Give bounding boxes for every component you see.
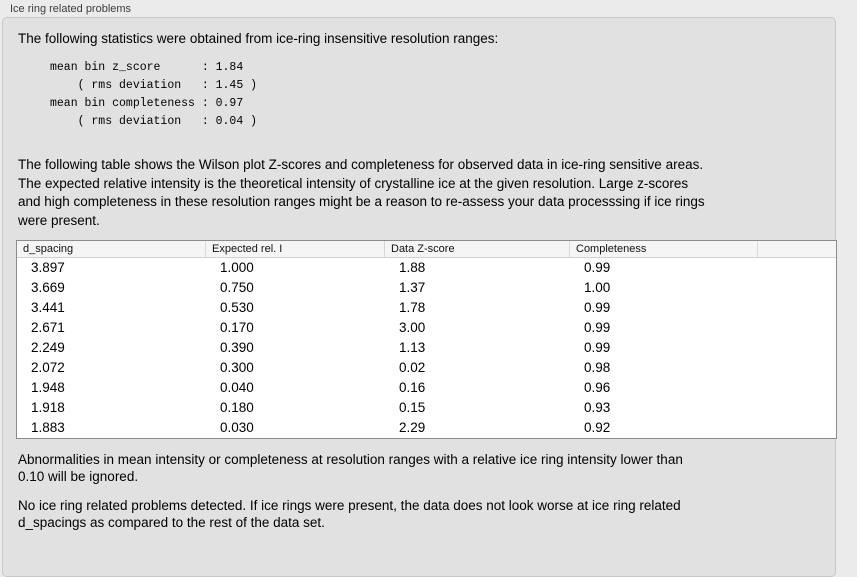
table-cell-filler [758,318,836,338]
table-cell: 0.180 [220,400,254,415]
table-cell: 0.02 [399,360,426,375]
table-cell: 0.300 [220,360,254,375]
table-row[interactable]: 2.671 0.170 3.00 0.99 [17,318,836,338]
table-cell: 3.441 [31,300,65,315]
table-cell: 3.669 [31,280,65,295]
table-cell: 0.390 [220,340,254,355]
table-cell-filler [758,398,836,418]
table-cell: 1.948 [31,380,65,395]
table-cell: 0.96 [584,380,611,395]
table-cell: 0.16 [399,380,426,395]
table-cell: 0.99 [584,260,611,275]
table-row[interactable]: 1.948 0.040 0.16 0.96 [17,378,836,398]
table-cell: 1.000 [220,260,254,275]
table-cell: 0.030 [220,420,254,435]
threshold-note: Abnormalities in mean intensity or compl… [18,452,683,484]
table-row[interactable]: 1.883 0.030 2.29 0.92 [17,418,836,438]
table-cell-filler [758,358,836,378]
column-header-completeness: Completeness [570,241,758,257]
column-header-data-z-score: Data Z-score [385,241,570,257]
table-cell: 0.93 [584,400,611,415]
table-cell: 0.99 [584,320,611,335]
table-cell: 0.98 [584,360,611,375]
table-row[interactable]: 1.918 0.180 0.15 0.93 [17,398,836,418]
table-cell: 1.37 [399,280,426,295]
table-cell-filler [758,258,836,278]
table-header: d_spacing Expected rel. I Data Z-score C… [17,241,836,258]
section-title: Ice ring related problems [10,3,132,15]
intro-text: The following statistics were obtained f… [18,31,499,46]
table-cell: 1.78 [399,300,426,315]
table-row[interactable]: 2.072 0.300 0.02 0.98 [17,358,836,378]
table-cell: 0.170 [220,320,254,335]
table-cell: 2.249 [31,340,65,355]
stats-block: mean bin z_score : 1.84 ( rms deviation … [50,61,258,128]
result-note: No ice ring related problems detected. I… [18,498,681,530]
column-header-filler [758,241,836,257]
table-cell: 1.13 [399,340,426,355]
table-row[interactable]: 3.669 0.750 1.37 1.00 [17,278,836,298]
table-cell: 1.883 [31,420,65,435]
table-cell: 0.530 [220,300,254,315]
ice-ring-table-body: 3.897 1.000 1.88 0.99 3.669 0.750 1.37 1.00 3.44… [17,258,836,438]
table-cell: 1.918 [31,400,65,415]
column-header-d-spacing: d_spacing [17,241,206,257]
table-description: The following table shows the Wilson plo… [18,157,705,228]
table-cell-filler [758,278,836,298]
table-cell-filler [758,418,836,438]
table-cell: 3.897 [31,260,65,275]
ice-ring-table: d_spacing Expected rel. I Data Z-score C… [16,240,837,439]
table-cell-filler [758,338,836,358]
table-cell: 0.040 [220,380,254,395]
table-cell: 1.00 [584,280,611,295]
table-cell-filler [758,298,836,318]
table-cell: 0.92 [584,420,611,435]
table-cell: 0.750 [220,280,254,295]
table-cell: 2.29 [399,420,426,435]
table-cell: 0.15 [399,400,426,415]
table-row[interactable]: 2.249 0.390 1.13 0.99 [17,338,836,358]
table-cell: 3.00 [399,320,426,335]
table-cell-filler [758,378,836,398]
table-cell: 2.671 [31,320,65,335]
table-cell: 1.88 [399,260,426,275]
column-header-expected-rel-i: Expected rel. I [206,241,385,257]
table-row[interactable]: 3.897 1.000 1.88 0.99 [17,258,836,278]
ice-ring-panel: The following statistics were obtained f… [2,17,837,577]
table-cell: 0.99 [584,340,611,355]
table-cell: 2.072 [31,360,65,375]
table-row[interactable]: 3.441 0.530 1.78 0.99 [17,298,836,318]
table-cell: 0.99 [584,300,611,315]
